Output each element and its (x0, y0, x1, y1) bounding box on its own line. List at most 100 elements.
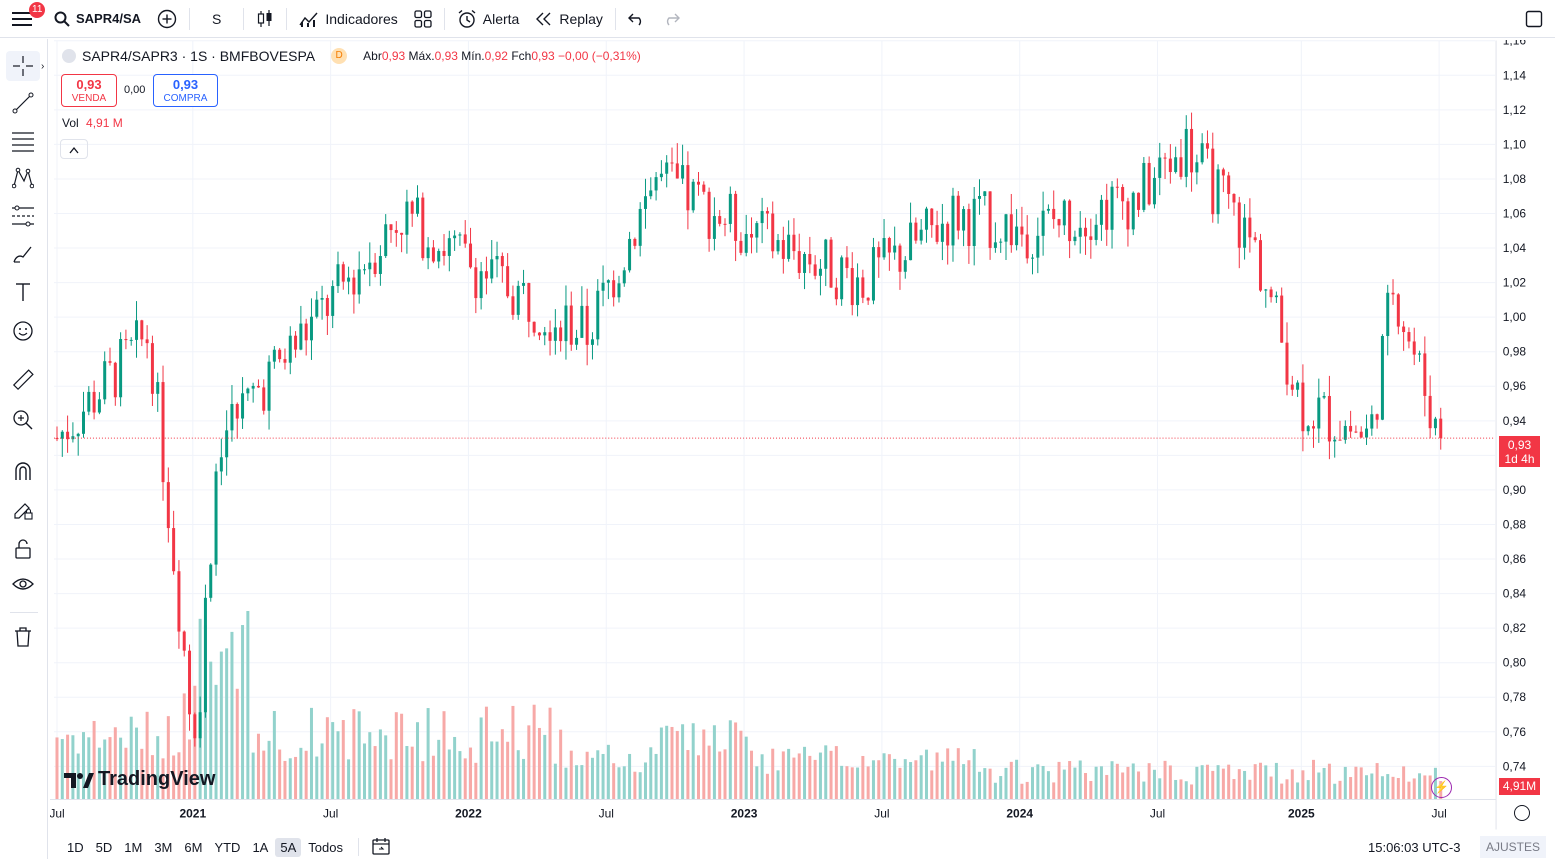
sell-button[interactable]: 0,93 VENDA (61, 74, 117, 107)
candle-body (1031, 257, 1035, 259)
lock-drawings-mode-tool[interactable] (6, 495, 40, 525)
crosshair-tool[interactable] (6, 51, 40, 81)
lock-all-tool[interactable] (6, 534, 40, 564)
volume-bar (1365, 775, 1369, 800)
range-5a[interactable]: 5A (275, 837, 302, 857)
candle-body (193, 714, 197, 739)
prediction-tool[interactable] (6, 201, 40, 231)
unlock-icon (15, 539, 31, 559)
delay-badge[interactable]: D (331, 48, 348, 64)
fullscreen-button[interactable] (1517, 0, 1551, 38)
clock[interactable]: 15:06:03 UTC-3 (1368, 839, 1461, 855)
magnet-tool[interactable] (6, 456, 40, 486)
candle-body (1386, 292, 1390, 336)
hide-drawings-tool[interactable] (6, 569, 40, 599)
pattern-tool[interactable] (6, 163, 40, 193)
go-to-date-button[interactable] (371, 836, 391, 859)
candle-body (299, 323, 303, 350)
undo-button[interactable] (620, 0, 654, 38)
square-icon (1525, 10, 1543, 27)
time-axis[interactable]: Jul 2021 Jul 2022 Jul 2023 Jul 2024 Jul 2025 Jul (50, 799, 1497, 821)
range-6m[interactable]: 6M (184, 839, 203, 855)
candle-body (272, 349, 276, 362)
candle-body (675, 163, 679, 179)
layouts-button[interactable] (406, 0, 440, 38)
volume-bar (824, 745, 828, 800)
volume-bar (1391, 776, 1395, 800)
candle-body (543, 332, 547, 336)
volume-bar (1312, 759, 1315, 800)
menu-button[interactable]: 11 (0, 0, 46, 38)
ohlc-values: Abr0,93 Máx.0,93 Mín.0,92 Fch0,93 −0,00 … (363, 49, 641, 63)
range-3m[interactable]: 3M (154, 839, 173, 855)
alert-button[interactable]: Alerta (449, 0, 528, 38)
lightning-icon[interactable]: ⚡ (1431, 777, 1452, 798)
candle-body (781, 240, 785, 259)
candle-body (474, 267, 478, 299)
candle-body (1280, 295, 1284, 343)
replay-button[interactable]: Replay (527, 0, 611, 38)
volume-bar (108, 737, 112, 800)
settings-button[interactable]: AJUSTES (1480, 836, 1547, 858)
chart-settings-icon[interactable] (1514, 805, 1530, 821)
range-1a[interactable]: 1A (252, 839, 269, 855)
volume-bar (1237, 769, 1241, 800)
volume-bar (479, 717, 483, 800)
time-tick-label: Jul (874, 806, 889, 820)
zoom-tool[interactable] (6, 405, 40, 435)
chart-type-button[interactable] (248, 0, 282, 38)
volume-bar (421, 761, 425, 800)
remove-drawings-tool[interactable] (6, 622, 40, 652)
expand-arrow-icon[interactable]: › (41, 61, 45, 72)
candle-body (1174, 157, 1178, 173)
candle-body (347, 277, 351, 282)
volume-bar (320, 743, 324, 800)
brush-tool[interactable] (6, 239, 40, 269)
fib-tool[interactable] (6, 126, 40, 156)
redo-button[interactable] (654, 0, 688, 38)
volume-bar (930, 770, 934, 800)
candle-body (1020, 226, 1024, 235)
symbol-search-button[interactable]: SAPR4/SA (40, 0, 149, 38)
measure-tool[interactable] (6, 365, 40, 395)
candle-body (962, 209, 966, 231)
volume-bar (1232, 779, 1236, 800)
price-chart[interactable]: 1,16 1,14 1,12 1,10 1,08 1,06 1,04 1,02 1,00 0,98… (50, 40, 1553, 830)
candle-body (1370, 414, 1374, 429)
candle-body (585, 305, 589, 345)
range-5d[interactable]: 5D (95, 839, 113, 855)
candle-body (1200, 143, 1204, 163)
volume-bar (474, 762, 478, 800)
text-tool[interactable] (6, 277, 40, 307)
high-value: 0,93 (434, 49, 458, 63)
candle-body (1025, 234, 1029, 259)
emoji-tool[interactable] (6, 316, 40, 346)
range-ytd[interactable]: YTD (214, 839, 241, 855)
search-icon (54, 11, 70, 27)
volume-bar (606, 744, 610, 800)
trend-line-tool[interactable] (6, 88, 40, 118)
buy-button[interactable]: 0,93 COMPRA (153, 74, 218, 107)
volume-bar (691, 723, 695, 800)
volume-bar (283, 760, 287, 800)
collapse-legend-button[interactable] (60, 139, 88, 159)
range-todos[interactable]: Todos (308, 839, 343, 855)
volume-bar (1004, 767, 1008, 800)
compare-symbol-button[interactable] (149, 0, 185, 38)
range-1d[interactable]: 1D (67, 839, 84, 855)
volume-bar (140, 748, 144, 800)
indicators-button[interactable]: Indicadores (291, 0, 405, 38)
range-1m[interactable]: 1M (124, 839, 143, 855)
volume-bar (161, 758, 165, 800)
candle-body (416, 197, 420, 214)
interval-button[interactable]: S (194, 0, 239, 38)
candle-body (559, 327, 563, 342)
price-axis[interactable]: 1,16 1,14 1,12 1,10 1,08 1,06 1,04 1,02 1,00 0,98… (1503, 40, 1527, 773)
candle-body (140, 320, 144, 340)
symbol-title[interactable]: SAPR4/SAPR3 · 1S · BMFBOVESPA (82, 48, 316, 64)
sell-label: VENDA (71, 93, 107, 104)
candle-body (256, 385, 260, 388)
volume-bar (564, 767, 568, 800)
volume-bar (129, 716, 133, 800)
candle-body (659, 173, 663, 178)
